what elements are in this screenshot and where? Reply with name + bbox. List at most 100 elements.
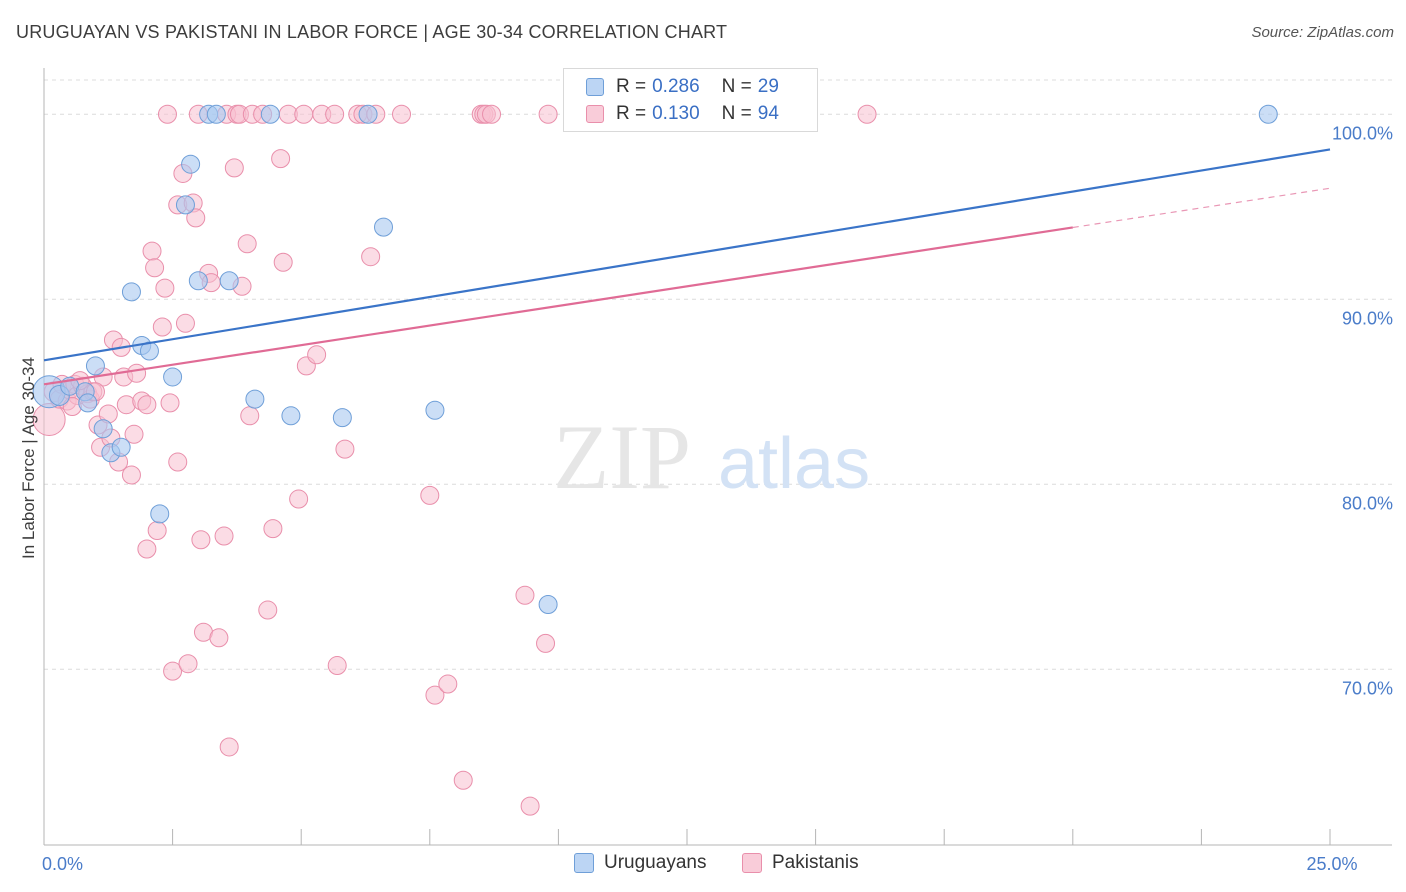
pakistani-point xyxy=(168,452,188,472)
uruguayan-point xyxy=(93,419,113,439)
pakistani-point xyxy=(178,654,198,674)
legend-row-uruguayans: R = 0.286 N = 29 xyxy=(586,75,779,99)
axes xyxy=(43,68,1392,846)
pakistani-point xyxy=(224,158,244,178)
uruguayan-trend-line xyxy=(43,148,1331,362)
pakistani-trend-line xyxy=(43,226,1073,386)
legend-n-value: 94 xyxy=(757,103,779,124)
pakistani-point xyxy=(425,685,445,705)
legend-label-uruguayans: Uruguayans xyxy=(604,852,707,873)
pakistani-point xyxy=(157,104,177,124)
pakistani-point xyxy=(191,530,211,550)
uruguayan-point xyxy=(175,195,195,215)
pakistani-point xyxy=(538,104,558,124)
trend-lines xyxy=(43,148,1331,386)
pakistani-point xyxy=(163,661,183,681)
pakistani-point xyxy=(271,149,291,169)
uruguayan-point xyxy=(281,406,301,426)
chart-title: URUGUAYAN VS PAKISTANI IN LABOR FORCE | … xyxy=(16,22,728,42)
pakistani-point xyxy=(294,104,314,124)
x-tick-label: 0.0% xyxy=(42,854,83,874)
pakistani-point xyxy=(209,628,229,648)
legend-n-value: 29 xyxy=(757,76,779,97)
pakistani-point xyxy=(160,393,180,413)
pakistani-point xyxy=(152,317,172,337)
pakistani-point xyxy=(219,737,239,757)
legend-r-label: R = xyxy=(616,103,647,124)
legend-r-value: 0.130 xyxy=(652,103,700,124)
pakistani-point xyxy=(307,345,327,365)
y-axis-label: In Labor Force | Age 30-34 xyxy=(19,357,38,559)
legend-row-pakistanis: R = 0.130 N = 94 xyxy=(586,102,779,126)
pakistani-point xyxy=(273,252,293,272)
pakistani-point xyxy=(175,313,195,333)
x-tick-label: 25.0% xyxy=(1306,854,1357,874)
pakistani-legend-swatch xyxy=(742,853,762,873)
pakistani-point xyxy=(325,104,345,124)
watermark-zip: ZIP xyxy=(553,406,691,508)
uruguayan-point xyxy=(332,408,352,428)
pakistani-point xyxy=(361,247,381,267)
uruguayan-points xyxy=(32,104,1278,614)
watermark-atlas: atlas xyxy=(718,424,870,504)
y-tick-label: 80.0% xyxy=(1342,493,1393,513)
pakistani-point xyxy=(258,600,278,620)
pakistani-point xyxy=(289,489,309,509)
pakistani-point xyxy=(137,539,157,559)
uruguayan-point xyxy=(111,437,131,457)
legend-r-label: R = xyxy=(616,76,647,97)
pakistani-point xyxy=(515,585,535,605)
uruguayan-point xyxy=(374,217,394,237)
stats-legend: R = 0.286 N = 29 R = 0.130 N = 94 xyxy=(563,68,818,132)
pakistani-point xyxy=(240,406,260,426)
uruguayan-point xyxy=(425,400,445,420)
pakistani-point xyxy=(214,526,234,546)
uruguayan-point xyxy=(163,367,183,387)
pakistani-point xyxy=(124,424,144,444)
pakistani-point xyxy=(392,104,412,124)
uruguayan-point xyxy=(150,504,170,524)
pakistani-point xyxy=(155,278,175,298)
uruguayan-point xyxy=(181,154,201,174)
pakistani-point xyxy=(335,439,355,459)
pakistani-point xyxy=(137,395,157,415)
pakistani-point xyxy=(857,104,877,124)
uruguayan-point xyxy=(78,393,98,413)
pakistani-point xyxy=(482,104,502,124)
uruguayan-point xyxy=(85,356,105,376)
y-tick-label: 90.0% xyxy=(1342,308,1393,328)
pakistani-point xyxy=(536,633,556,653)
pakistani-point xyxy=(186,208,206,228)
pakistani-point xyxy=(121,465,141,485)
source-label: Source: ZipAtlas.com xyxy=(1251,24,1394,41)
pakistani-point xyxy=(145,258,165,278)
pakistani-point xyxy=(453,770,473,790)
pakistani-point xyxy=(520,796,540,816)
pakistani-point xyxy=(142,241,162,261)
uruguayan-point xyxy=(538,595,558,614)
uruguayan-point xyxy=(245,389,265,409)
y-tick-label: 70.0% xyxy=(1342,678,1393,698)
pakistani-point xyxy=(263,519,283,539)
pakistani-point xyxy=(127,363,147,383)
uruguayan-point xyxy=(1258,104,1278,124)
legend-n-label: N = xyxy=(721,103,752,124)
legend-n-label: N = xyxy=(721,76,752,97)
tick-labels: 70.0% 80.0% 90.0% 100.0% 0.0% 25.0% xyxy=(42,123,1393,874)
y-tick-label: 100.0% xyxy=(1332,123,1393,143)
uruguayan-legend-swatch xyxy=(574,853,594,873)
legend-label-pakistanis: Pakistanis xyxy=(772,852,859,873)
legend-item-pakistanis: Pakistanis xyxy=(742,852,859,874)
uruguayan-point xyxy=(219,271,239,291)
gridlines xyxy=(44,79,1392,670)
uruguayan-swatch xyxy=(586,78,604,96)
uruguayan-point xyxy=(260,104,280,124)
pakistani-point xyxy=(237,234,257,254)
legend-r-value: 0.286 xyxy=(652,76,700,97)
pakistani-trend-line-extension xyxy=(1072,187,1331,229)
uruguayan-point xyxy=(188,271,208,291)
series-legend: Uruguayans Pakistanis xyxy=(0,852,1406,878)
pakistani-point xyxy=(327,656,347,676)
pakistani-point xyxy=(147,521,167,540)
